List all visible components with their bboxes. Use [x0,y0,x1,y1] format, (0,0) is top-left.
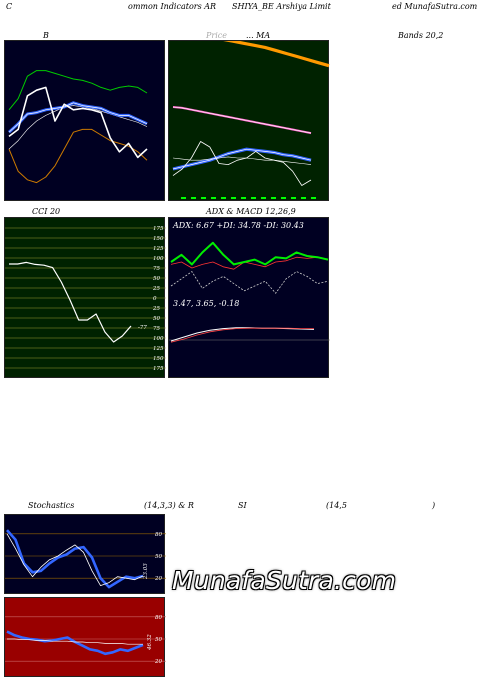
rsi-panel: 80 50 20 46.32 [4,597,166,677]
rsi-tick-label: 20 [154,659,162,665]
volume-bar [301,197,306,199]
cci-tick-label: 125 [153,346,164,352]
volume-bar [181,197,186,199]
bollinger-panel [4,40,165,201]
ma-price-line [172,141,312,186]
stoch-tick-label: 50 [155,554,162,560]
ma-mid-highlight [172,106,312,134]
cci-chart: 175 150 125 100 75 50 25 0 25 50 75 100 125 150 175 -77 [5,226,166,372]
watermark: MunafaSutra.com [172,566,397,595]
ma-chart [172,41,330,199]
stoch-tick-label: 80 [155,532,162,538]
cci-tick-label: 150 [153,236,164,242]
volume-bar [311,197,316,199]
stoch-label-e: ) [432,501,436,510]
ma-short-highlight [172,148,312,170]
volume-bar [251,197,256,199]
stoch-label-a: Stochastics [28,501,75,510]
volume-bar [291,197,296,199]
stoch-k-line [6,529,144,589]
cci-tick-label: 50 [153,276,160,282]
bollinger-chart [7,70,148,184]
cci-label: CCI 20 [32,207,61,216]
stoch-tick-label: 20 [154,576,162,582]
ma-label-b: ... MA [246,31,271,40]
stochastics-panel: 80 50 20 23.03 [4,514,166,594]
cci-tick-label: 0 [153,296,157,302]
volume-bar [231,197,236,199]
adx-macd-panel: ADX: 6.67 +DI: 34.78 -DI: 30.43 3.47, 3.… [168,217,330,378]
cci-tick-label: 75 [153,326,160,332]
rsi-tick-label: 50 [155,637,162,643]
ma-long-line [223,41,330,68]
cci-tick-label: 25 [152,286,160,292]
adx-line [170,271,329,294]
macd-line [170,327,315,342]
bollinger-label: B [43,31,49,40]
cci-tick-label: 100 [153,256,164,262]
header-title-1: ommon Indicators AR [128,2,217,11]
macd-signal-line [170,327,314,343]
cci-last-value: -77 [138,325,147,331]
adx-readout: ADX: 6.67 +DI: 34.78 -DI: 30.43 [172,221,304,230]
bollinger-average-line [7,101,148,134]
header-title-2: SHIYA_BE Arshiya Limit [232,2,331,11]
volume-bar [211,197,216,199]
stochastics-chart: 80 50 20 23.03 [5,529,166,589]
ma-label-a: Price [206,31,227,40]
adx-macd-chart: ADX: 6.67 +DI: 34.78 -DI: 30.43 3.47, 3.… [169,221,330,343]
cci-tick-label: 175 [153,366,164,372]
cci-tick-label: 100 [153,336,164,342]
volume-bar [191,197,196,199]
volume-bar [271,197,276,199]
cci-tick-label: 75 [153,266,160,272]
volume-bar [261,197,266,199]
header-title-3: ed MunafaSutra.com [392,2,478,11]
stoch-label-c: SI [238,501,247,510]
stoch-label-d: (14,5 [326,501,347,510]
rsi-last-value: 46.32 [147,634,153,651]
volume-bar [241,197,246,199]
cci-tick-label: 25 [152,306,160,312]
rsi-tick-label: 80 [155,615,162,621]
volume-bar [201,197,206,199]
bollinger-average-highlight [8,102,148,133]
cci-tick-label: 50 [153,316,160,322]
adx-macd-label: ADX & MACD 12,26,9 [206,207,296,216]
volume-bar [281,197,286,199]
bands-label: Bands 20,2 [398,31,444,40]
cci-tick-label: 125 [153,246,164,252]
header-left: C [6,2,13,11]
cci-tick-label: 150 [153,356,164,362]
cci-panel: 175 150 125 100 75 50 25 0 25 50 75 100 125 150 175 -77 [4,217,166,378]
stoch-label-b: (14,3,3) & R [144,501,194,510]
plus-di-line [170,241,329,266]
rsi-chart: 80 50 20 46.32 [5,615,166,665]
bollinger-price-line [8,86,148,159]
ma-panel [168,40,330,201]
volume-bar [221,197,226,199]
ma-fast-line [172,156,312,165]
macd-readout: 3.47, 3.65, -0.18 [173,299,239,308]
rsi-line [6,630,144,656]
cci-line [9,261,132,343]
bollinger-lower-band [8,128,148,184]
stoch-last-value: 23.03 [143,563,149,580]
minus-di-line [170,256,329,270]
rsi-average-line [7,638,143,645]
bollinger-middle-band [8,105,148,150]
cci-tick-label: 175 [153,226,164,232]
stoch-d-line [6,533,144,586]
bollinger-upper-band [8,70,148,111]
